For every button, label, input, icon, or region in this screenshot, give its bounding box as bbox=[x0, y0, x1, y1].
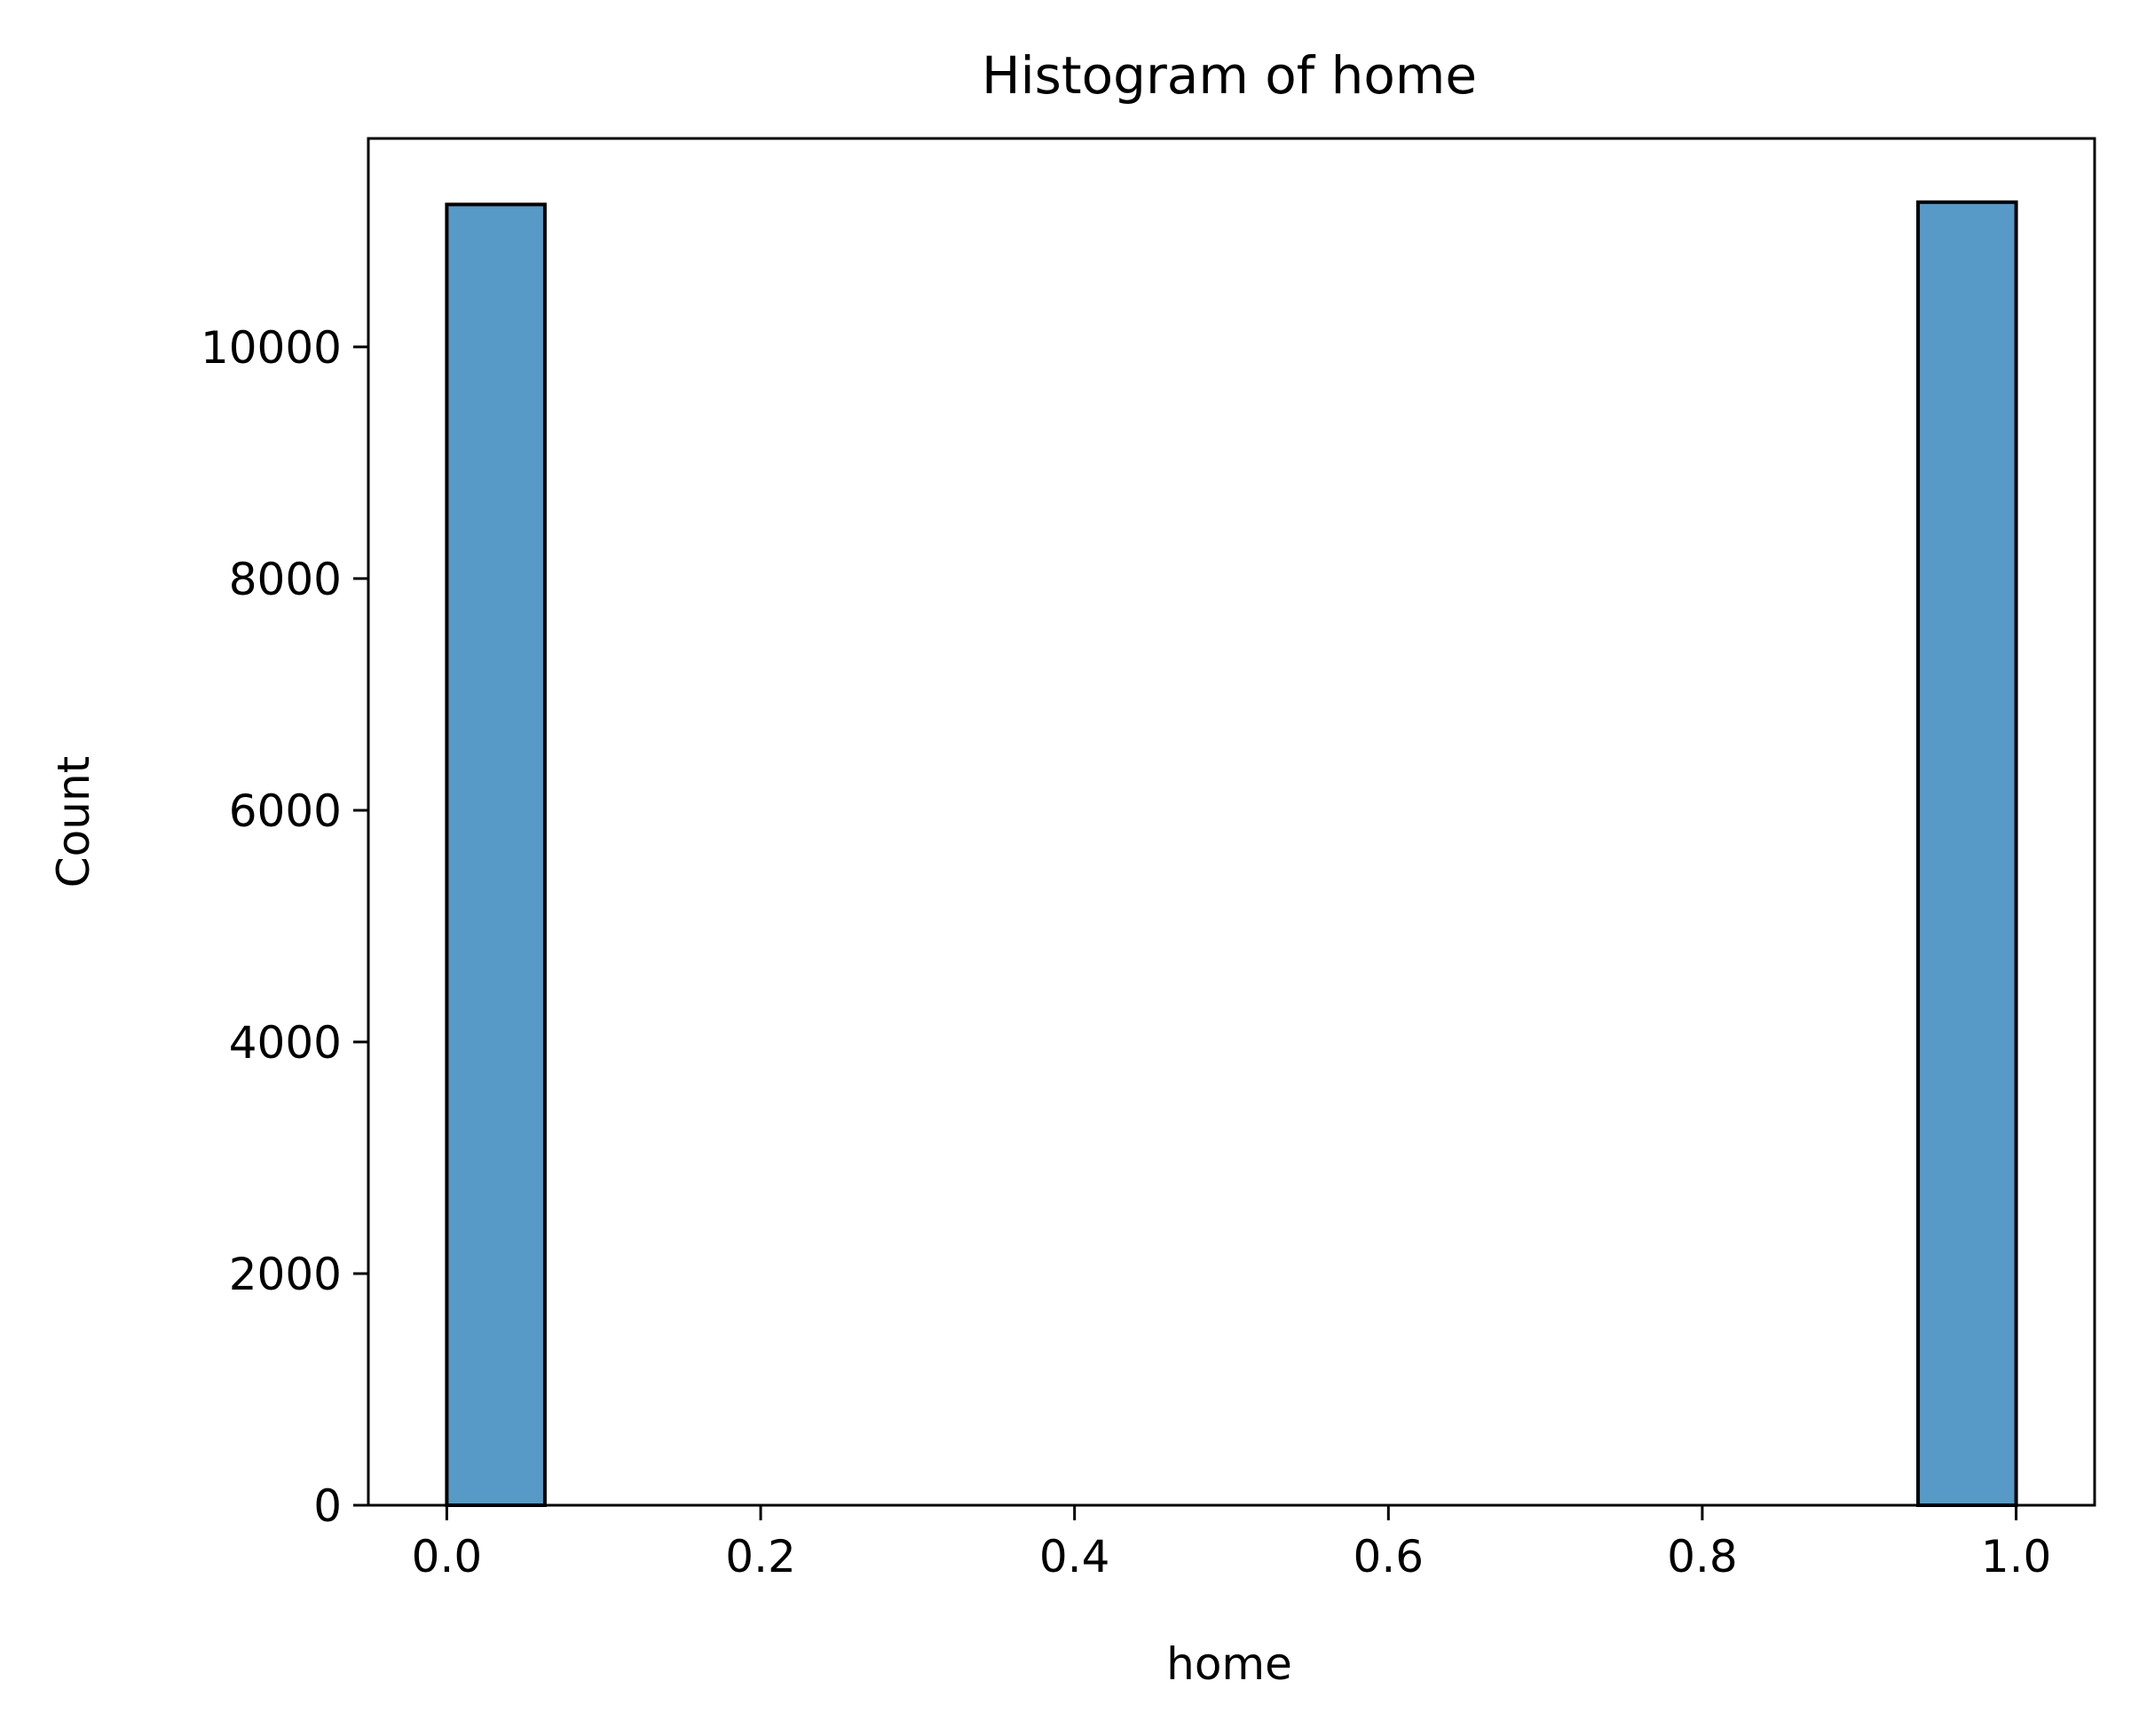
histogram-bar bbox=[1916, 200, 2018, 1507]
chart-title: Histogram of home bbox=[982, 45, 1477, 106]
y-tick-label: 6000 bbox=[229, 785, 342, 837]
plot-frame bbox=[367, 137, 2096, 1507]
x-tick-label: 0.0 bbox=[412, 1531, 483, 1582]
y-tick-label: 4000 bbox=[229, 1017, 342, 1069]
histogram-bar bbox=[445, 202, 547, 1508]
y-tick-label: 10000 bbox=[201, 322, 342, 374]
y-tick-label: 0 bbox=[313, 1480, 342, 1532]
y-axis-label: Count bbox=[48, 756, 99, 888]
y-tick-label: 2000 bbox=[229, 1249, 342, 1300]
x-axis-ticks: 0.0 0.2 0.4 0.6 0.8 1.0 bbox=[412, 1505, 2052, 1582]
bars-group bbox=[445, 200, 2018, 1508]
x-tick-label: 0.6 bbox=[1354, 1531, 1425, 1582]
y-tick-label: 8000 bbox=[229, 554, 342, 605]
x-tick-label: 0.8 bbox=[1667, 1531, 1738, 1582]
y-axis-ticks: 0 2000 4000 6000 8000 10000 bbox=[201, 322, 368, 1532]
x-tick-label: 1.0 bbox=[1981, 1531, 2052, 1582]
x-tick-label: 0.4 bbox=[1039, 1531, 1110, 1582]
x-axis-label: home bbox=[1166, 1638, 1292, 1690]
x-tick-label: 0.2 bbox=[725, 1531, 796, 1582]
